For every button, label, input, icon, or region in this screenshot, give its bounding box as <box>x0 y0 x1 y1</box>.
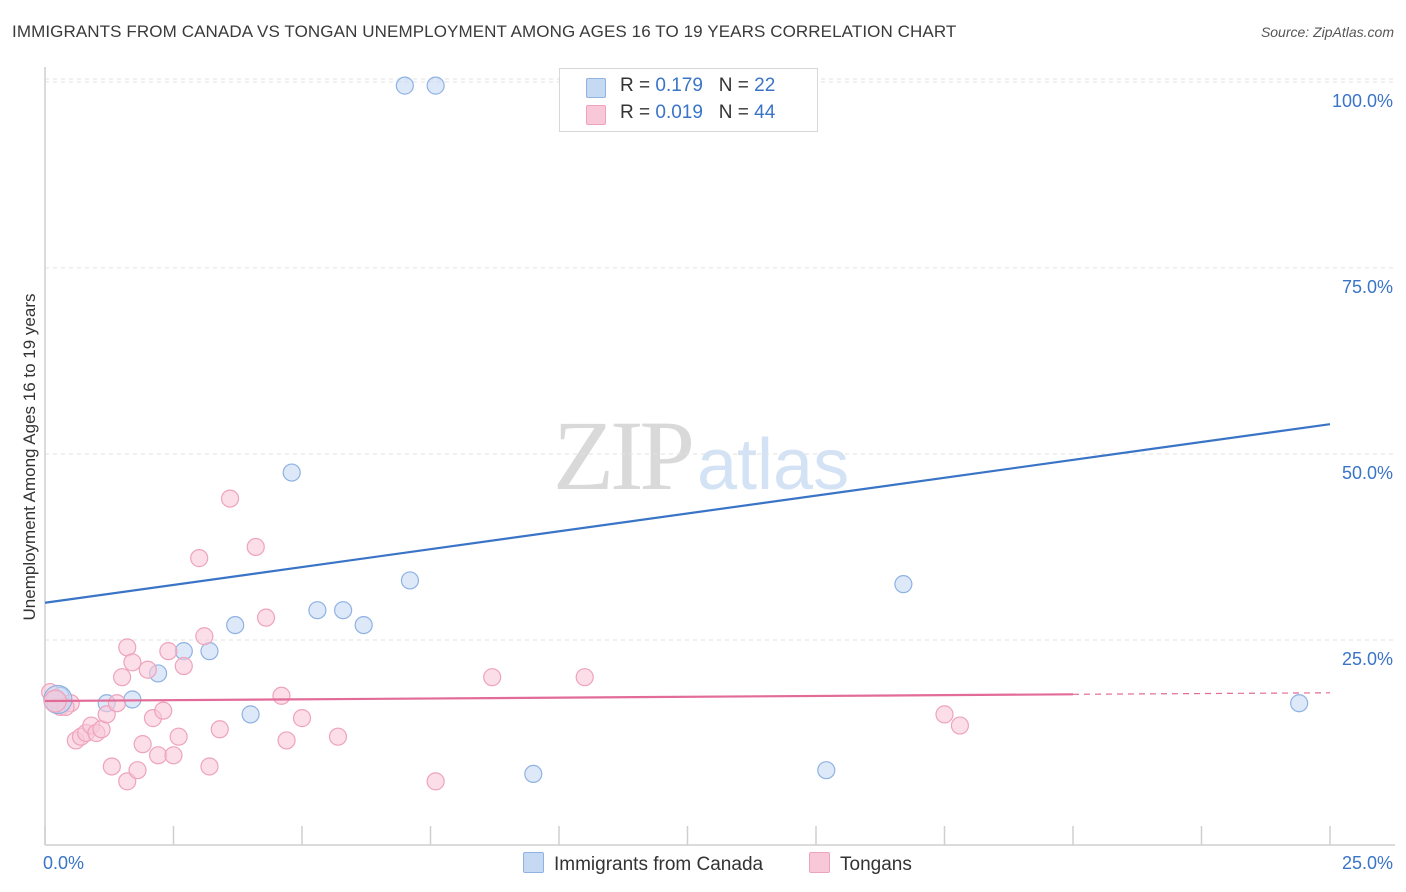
tongan-point <box>164 746 183 765</box>
tongan-point <box>97 705 116 724</box>
y-tick-label: 100.0% <box>1332 91 1393 111</box>
tongan-trend-line <box>44 693 1074 703</box>
tongan-point <box>118 772 137 791</box>
tongan-point <box>272 686 291 705</box>
tongan-point <box>950 716 970 735</box>
tongan-point <box>195 627 214 646</box>
bottom-legend-label-canada: Immigrants from Canada <box>554 854 764 875</box>
canada-point <box>282 463 301 482</box>
bottom-legend-swatch-canada <box>523 852 544 873</box>
tongan-point <box>220 489 240 508</box>
tongan-point <box>174 656 193 676</box>
tongan-point <box>483 668 502 687</box>
tongan-point <box>426 772 445 791</box>
tongan-point <box>210 720 229 739</box>
bottom-legend-tongans: Tongans <box>809 852 912 876</box>
y-tick-label: 50.0% <box>1342 463 1393 483</box>
tongan-point <box>292 709 312 728</box>
x-tick-label: 25.0% <box>1342 853 1393 873</box>
tongan-point <box>128 761 147 780</box>
tongan-point <box>123 653 142 672</box>
tongan-point <box>148 746 168 765</box>
canada-point <box>400 571 420 590</box>
canada-point <box>524 764 543 784</box>
canada-point <box>241 705 260 724</box>
tongan-point <box>246 537 265 557</box>
y-tick-label: 75.0% <box>1342 277 1393 297</box>
legend-r-label-canada: R = <box>620 75 651 96</box>
legend-n-label-canada: N = <box>718 75 749 96</box>
tongan-point <box>256 608 276 627</box>
canada-point <box>894 575 913 594</box>
tongan-point <box>102 757 121 776</box>
legend-swatch-canada <box>586 78 606 98</box>
tongan-point <box>159 642 178 661</box>
tongan-point <box>277 731 296 750</box>
canada-trend-line <box>44 423 1331 604</box>
watermark-atlas: atlas <box>697 425 850 505</box>
watermark-zip: ZIP <box>553 400 695 511</box>
legend-n-tongans: 44 <box>754 102 776 123</box>
legend-r-label-tongans: R = <box>620 102 651 123</box>
bottom-legend-canada: Immigrants from Canada <box>523 852 763 876</box>
tongan-point <box>154 701 173 720</box>
watermark: ZIPatlas <box>553 398 849 513</box>
canada-point <box>308 601 327 620</box>
source-label: Source: ZipAtlas.com <box>1260 24 1394 40</box>
y-axis-label: Unemployment Among Ages 16 to 19 years <box>20 293 39 621</box>
legend-swatch-tongans <box>586 105 606 125</box>
tongan-point <box>935 705 954 724</box>
x-tick-label: 0.0% <box>43 853 84 873</box>
bottom-legend-label-tongans: Tongans <box>840 854 912 875</box>
canada-point <box>226 615 245 635</box>
legend-r-tongans: 0.019 <box>655 102 703 123</box>
canada-point <box>334 601 353 620</box>
canada-point <box>395 76 414 95</box>
tongan-point <box>112 668 132 687</box>
canada-point <box>426 76 445 95</box>
tongan-point <box>328 727 348 746</box>
bottom-legend-swatch-tongans <box>809 852 830 873</box>
canada-point <box>817 761 836 780</box>
y-tick-label: 25.0% <box>1342 649 1393 669</box>
legend-n-canada: 22 <box>754 75 776 96</box>
tongan-point <box>169 727 188 746</box>
tongan-point <box>138 660 157 679</box>
canada-point <box>1290 694 1309 713</box>
canada-point <box>354 615 373 635</box>
legend-n-label-tongans: N = <box>718 102 749 123</box>
tongan-point <box>190 549 209 568</box>
correlation-legend: R = 0.179 N = 22 R = 0.019 N = 44 <box>559 68 818 132</box>
tongan-point <box>575 668 594 687</box>
tongan-point <box>133 735 152 754</box>
chart-title: IMMIGRANTS FROM CANADA VS TONGAN UNEMPLO… <box>12 22 957 41</box>
tongan-trend-extension <box>1072 692 1331 695</box>
tongan-point <box>107 694 127 713</box>
tongan-point <box>200 757 219 776</box>
legend-r-canada: 0.179 <box>655 75 703 96</box>
